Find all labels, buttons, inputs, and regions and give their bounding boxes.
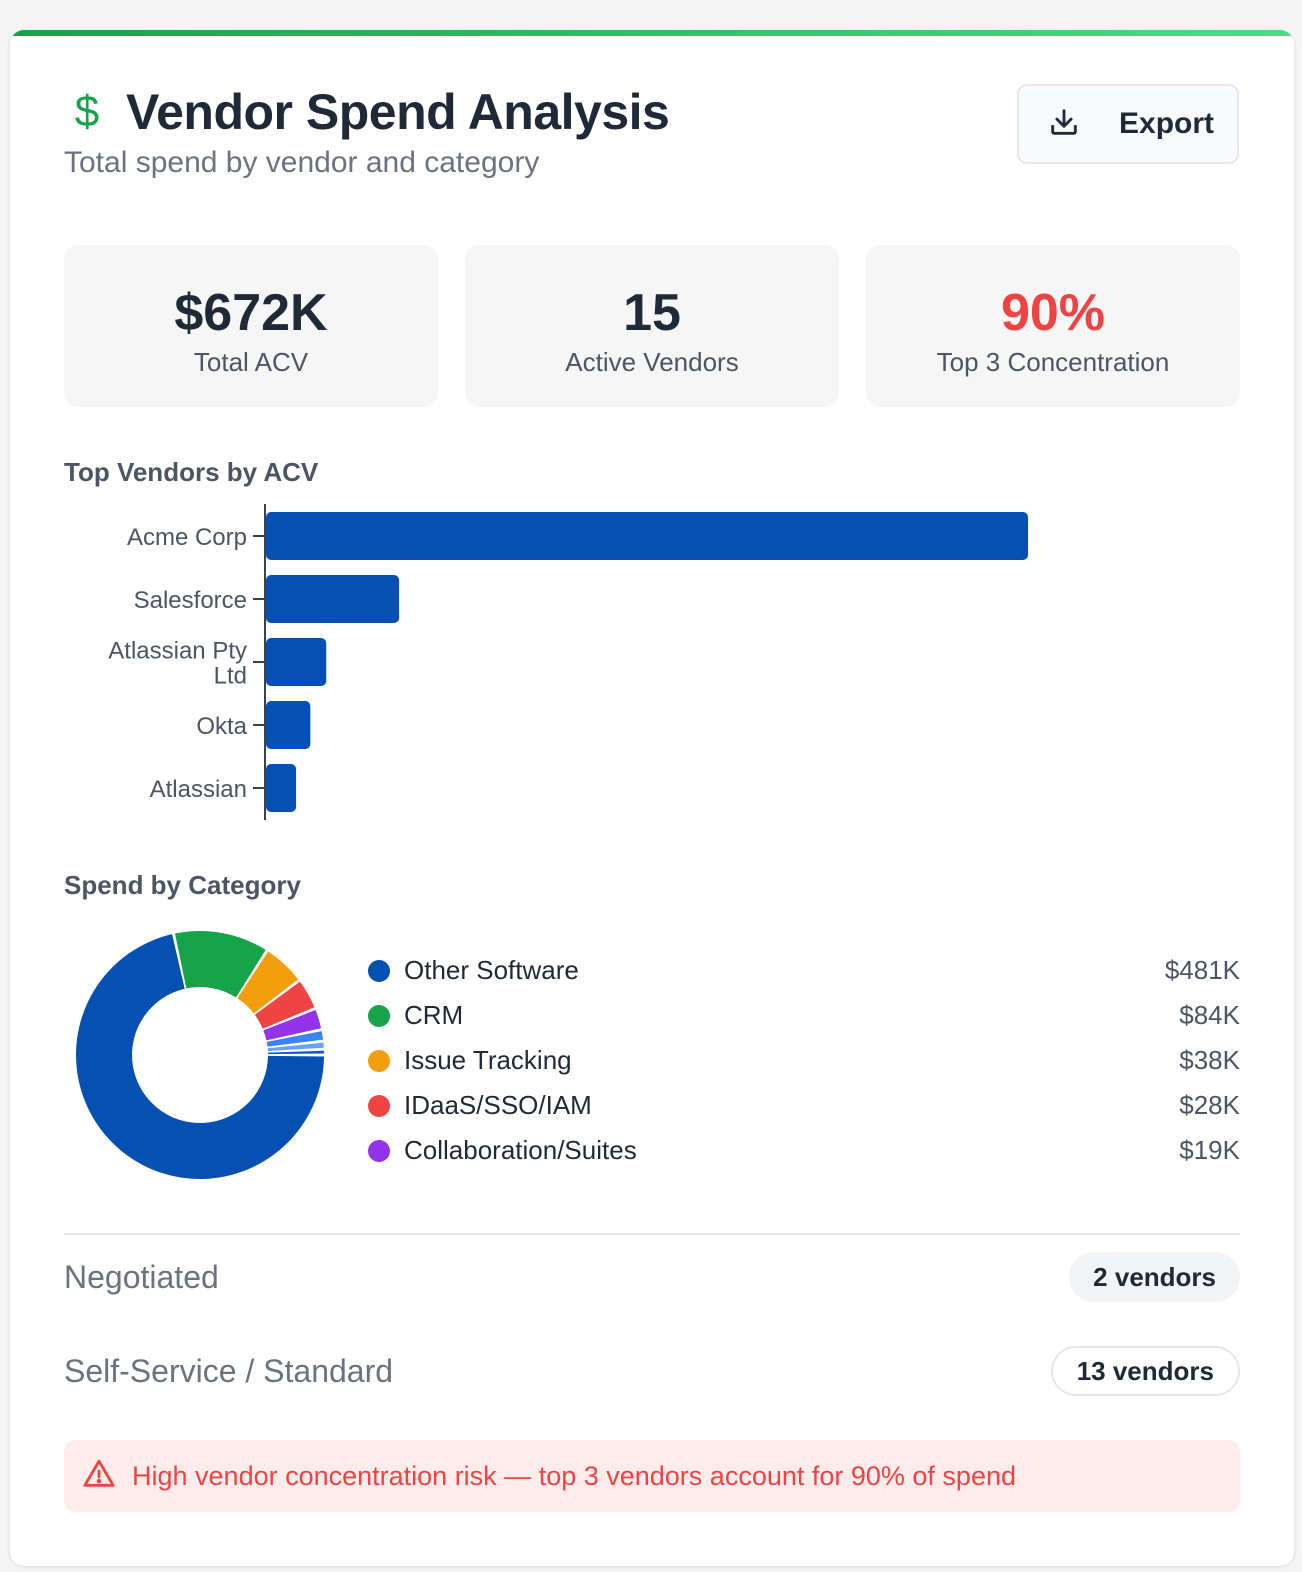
page-title: Vendor Spend Analysis [126, 84, 670, 140]
bar-label: Acme Corp [127, 524, 247, 551]
vendor-spend-card: $ Vendor Spend Analysis Total spend by v… [10, 30, 1294, 1566]
tier-count-badge: 13 vendors [1050, 1346, 1240, 1396]
bar-label: Salesforce [134, 587, 247, 614]
dollar-icon: $ [74, 87, 100, 136]
download-icon [1047, 105, 1081, 144]
bar-atlassian[interactable] [266, 764, 297, 812]
stat-label: Top 3 Concentration [936, 347, 1170, 377]
alert-text: High vendor concentration risk — top 3 v… [132, 1460, 1016, 1491]
legend-label: CRM [404, 1000, 464, 1030]
warning-icon [82, 1457, 116, 1496]
legend-item: Other Software $481K [368, 948, 1240, 993]
legend-label: IDaaS/SSO/IAM [404, 1090, 592, 1120]
concentration-alert: High vendor concentration risk — top 3 v… [64, 1440, 1240, 1512]
tier-label: Negotiated [64, 1258, 219, 1295]
export-button[interactable]: Export [1017, 84, 1239, 164]
legend-dot [368, 1094, 390, 1117]
page-subtitle: Total spend by vendor and category [64, 146, 540, 179]
legend-label: Issue Tracking [404, 1045, 572, 1075]
tier-label: Self-Service / Standard [64, 1352, 394, 1389]
stat-label: Active Vendors [565, 347, 739, 377]
legend-value: $19K [1179, 1135, 1240, 1165]
stat-active-vendors: 15 Active Vendors [465, 245, 839, 407]
slice-other-2[interactable] [267, 1042, 324, 1052]
legend-item: Issue Tracking $38K [368, 1038, 1240, 1083]
export-label: Export [1119, 107, 1215, 140]
slice-issue-tracking[interactable] [237, 951, 299, 1014]
bar-label: Atlassian Pty [108, 638, 247, 665]
category-donut-chart [75, 931, 324, 1179]
divider [64, 1233, 1240, 1235]
legend-item: Collaboration/Suites $19K [368, 1128, 1240, 1173]
bar-label: Ltd [214, 663, 247, 690]
legend-label: Other Software [404, 955, 579, 985]
legend-item: CRM $84K [368, 993, 1240, 1038]
category-legend: Other Software $481K CRM $84K Issue Tracking… [368, 948, 1240, 1173]
donut-chart-title: Spend by Category [64, 870, 301, 900]
legend-dot [368, 959, 390, 982]
legend-value: $84K [1179, 1000, 1240, 1030]
bar-label: Atlassian [150, 776, 247, 803]
bar-okta[interactable] [266, 701, 311, 749]
stat-label: Total ACV [193, 347, 309, 377]
stat-value: $672K [174, 284, 328, 342]
bar-chart-title: Top Vendors by ACV [64, 457, 319, 487]
stat-total-acv: $672K Total ACV [64, 245, 438, 407]
card-header: $ Vendor Spend Analysis Total spend by v… [64, 82, 670, 180]
accent-bar [10, 30, 1294, 36]
tier-count-badge: 2 vendors [1069, 1252, 1240, 1302]
legend-item: IDaaS/SSO/IAM $28K [368, 1083, 1240, 1128]
stat-top3-concentration: 90% Top 3 Concentration [866, 245, 1240, 407]
slice-other-1[interactable] [266, 1031, 324, 1047]
bar-label: Okta [196, 713, 247, 740]
legend-dot [368, 1049, 390, 1072]
legend-value: $38K [1179, 1045, 1240, 1075]
legend-dot [368, 1004, 390, 1027]
legend-dot [368, 1139, 390, 1162]
slice-idaas-sso-iam[interactable] [254, 981, 315, 1029]
legend-value: $28K [1179, 1090, 1240, 1120]
tier-row-negotiated: Negotiated 2 vendors [64, 1252, 1240, 1302]
slice-other-software[interactable] [75, 934, 324, 1179]
stat-value: 15 [623, 284, 681, 342]
legend-label: Collaboration/Suites [404, 1135, 637, 1165]
slice-collaboration-suites[interactable] [263, 1010, 322, 1041]
slice-other-3[interactable] [267, 1050, 324, 1055]
bar-salesforce[interactable] [266, 575, 400, 623]
slice-crm[interactable] [174, 931, 266, 998]
stat-value: 90% [1000, 284, 1106, 342]
legend-value: $481K [1164, 955, 1240, 985]
bar-acme-corp[interactable] [266, 512, 1028, 560]
bar-atlassian-pty-ltd[interactable] [266, 638, 327, 686]
tier-row-self-service: Self-Service / Standard 13 vendors [64, 1346, 1240, 1396]
